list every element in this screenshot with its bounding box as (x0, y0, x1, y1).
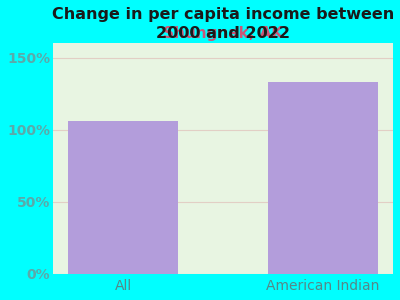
Text: Shungnak, AK: Shungnak, AK (163, 26, 283, 41)
Bar (268, 82, 378, 274)
Bar (68, 121, 178, 274)
Title: Change in per capita income between
2000 and 2022: Change in per capita income between 2000… (52, 7, 394, 40)
